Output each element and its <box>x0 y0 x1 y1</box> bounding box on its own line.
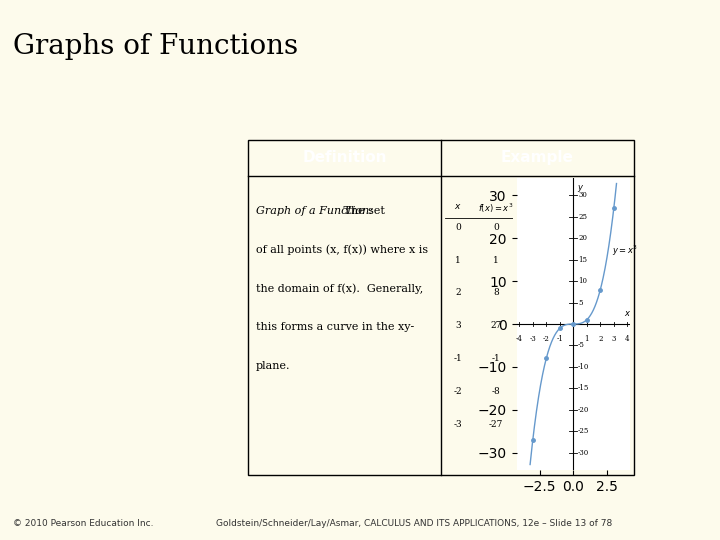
Text: 1: 1 <box>585 335 589 343</box>
Text: 25: 25 <box>578 213 587 221</box>
Text: $x$: $x$ <box>454 202 462 211</box>
Text: 2: 2 <box>598 335 603 343</box>
Text: -1: -1 <box>492 354 500 363</box>
Text: 3: 3 <box>456 321 461 330</box>
Text: 4: 4 <box>625 335 629 343</box>
Text: -1: -1 <box>454 354 463 363</box>
Text: © 2010 Pearson Education Inc.: © 2010 Pearson Education Inc. <box>13 519 153 528</box>
Text: 1: 1 <box>456 255 461 265</box>
Text: this forms a curve in the xy-: this forms a curve in the xy- <box>256 322 414 333</box>
Text: the domain of f(x).  Generally,: the domain of f(x). Generally, <box>256 284 423 294</box>
Text: -8: -8 <box>492 387 500 396</box>
Text: 2: 2 <box>456 288 461 298</box>
Text: -10: -10 <box>578 363 590 371</box>
Text: $y = x^3$: $y = x^3$ <box>612 244 638 258</box>
Text: 20: 20 <box>578 234 587 242</box>
Text: -4: -4 <box>516 335 523 343</box>
Text: 3: 3 <box>611 335 616 343</box>
Text: -1: -1 <box>557 335 563 343</box>
Text: -30: -30 <box>578 449 589 457</box>
Text: Graphs of Functions: Graphs of Functions <box>13 33 298 60</box>
Text: plane.: plane. <box>256 361 291 372</box>
Text: $x$: $x$ <box>624 308 631 318</box>
Text: Definition: Definition <box>302 151 387 165</box>
Text: 0: 0 <box>493 223 499 232</box>
Text: Example: Example <box>501 151 574 165</box>
Text: 0: 0 <box>456 223 461 232</box>
Text: 5: 5 <box>578 299 582 307</box>
Text: -20: -20 <box>578 406 590 414</box>
Text: -27: -27 <box>489 420 503 429</box>
Text: 15: 15 <box>578 256 587 264</box>
Text: -2: -2 <box>454 387 462 396</box>
Text: The set: The set <box>256 206 385 215</box>
Text: $f(x) = x^3$: $f(x) = x^3$ <box>478 202 513 215</box>
Text: 10: 10 <box>578 277 587 285</box>
Text: -15: -15 <box>578 384 590 393</box>
Text: Graph of a Function:: Graph of a Function: <box>256 206 373 215</box>
Text: $y$: $y$ <box>577 183 585 193</box>
Text: -25: -25 <box>578 427 590 435</box>
Text: -3: -3 <box>454 420 462 429</box>
Text: -2: -2 <box>543 335 550 343</box>
Text: 30: 30 <box>578 191 587 199</box>
Text: 1: 1 <box>493 255 499 265</box>
Text: -3: -3 <box>529 335 536 343</box>
Text: Goldstein/Schneider/Lay/Asmar, CALCULUS AND ITS APPLICATIONS, 12e – Slide 13 of : Goldstein/Schneider/Lay/Asmar, CALCULUS … <box>216 519 612 528</box>
Text: 8: 8 <box>493 288 499 298</box>
Text: 27: 27 <box>490 321 502 330</box>
Text: of all points (x, f(x)) where x is: of all points (x, f(x)) where x is <box>256 245 428 255</box>
Text: -5: -5 <box>578 341 585 349</box>
